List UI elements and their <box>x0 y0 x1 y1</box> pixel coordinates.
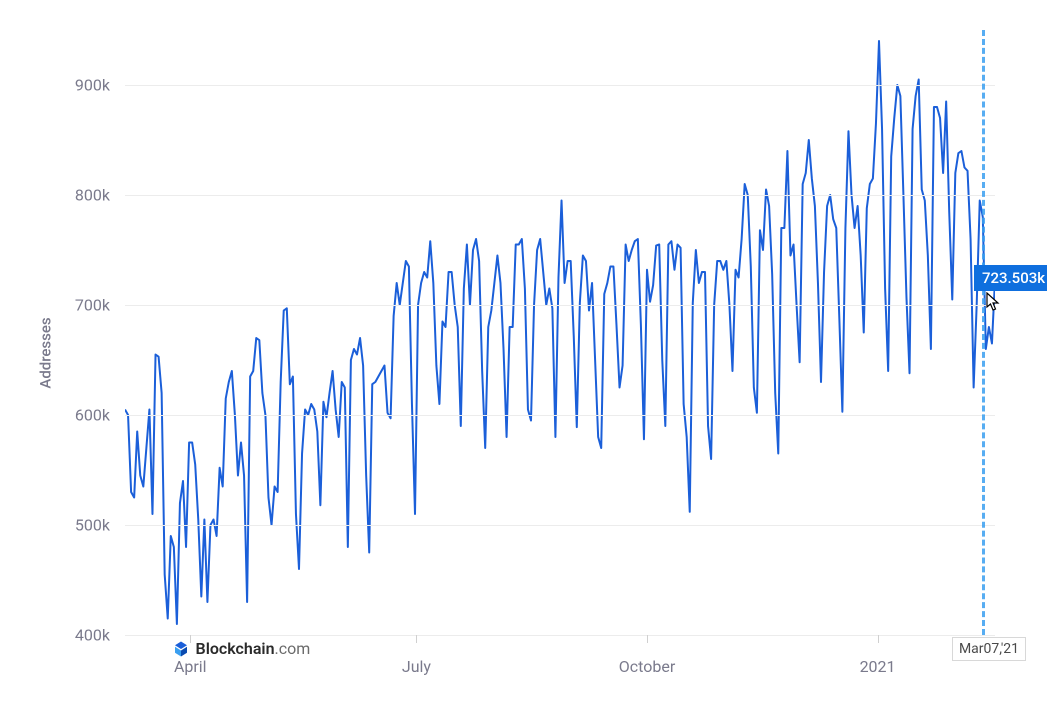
x-tick-label: 2021 <box>860 657 896 676</box>
line-chart-svg <box>125 30 995 635</box>
x-tick-mark <box>190 635 191 643</box>
gridline <box>125 305 995 306</box>
y-tick-label: 900k <box>50 76 110 95</box>
x-tick-mark <box>416 635 417 643</box>
blockchain-logo-icon <box>172 640 190 658</box>
brand-logo[interactable]: Blockchain.com <box>172 639 311 658</box>
brand-logo-text: Blockchain.com <box>196 639 311 658</box>
gridline <box>125 635 995 636</box>
plot-area[interactable] <box>125 30 995 635</box>
crosshair-value-badge: 723.503k <box>974 265 1047 291</box>
crosshair-date-badge: Mar07,'21 <box>952 637 1026 661</box>
y-tick-label: 800k <box>50 186 110 205</box>
gridline <box>125 525 995 526</box>
gridline <box>125 195 995 196</box>
y-tick-label: 500k <box>50 516 110 535</box>
x-tick-label: October <box>619 657 675 676</box>
x-tick-label: July <box>402 657 431 676</box>
brand-logo-main: Blockchain <box>196 639 275 658</box>
y-tick-label: 600k <box>50 406 110 425</box>
x-tick-label: April <box>174 657 207 676</box>
y-axis-label: Addresses <box>37 317 55 388</box>
chart-container: Addresses Blockchain.com 400k 500k 600k 700… <box>0 0 1047 705</box>
series-line <box>125 41 995 624</box>
gridline <box>125 415 995 416</box>
x-tick-mark <box>878 635 879 643</box>
y-tick-label: 700k <box>50 296 110 315</box>
brand-logo-suffix: .com <box>275 639 311 658</box>
y-tick-label: 400k <box>50 626 110 645</box>
x-tick-mark <box>647 635 648 643</box>
crosshair-line <box>982 30 985 635</box>
gridline <box>125 85 995 86</box>
